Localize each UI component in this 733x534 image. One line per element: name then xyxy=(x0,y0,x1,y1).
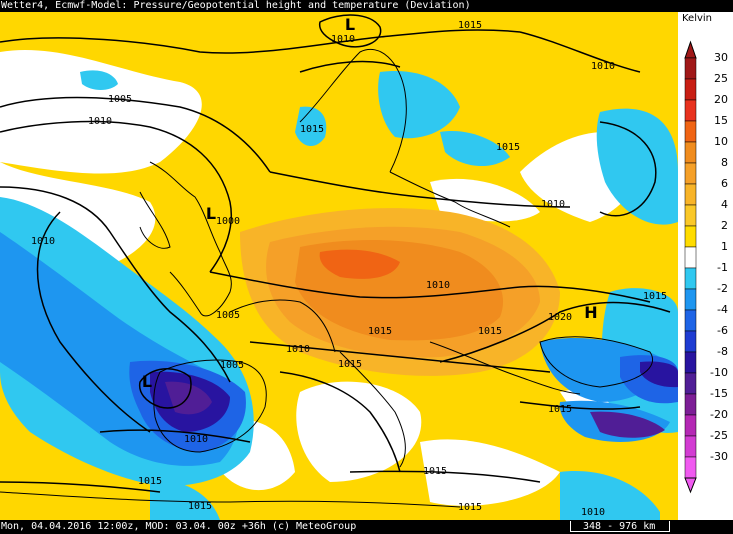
legend-tick-label: 15 xyxy=(714,114,728,127)
legend-swatch xyxy=(684,267,697,290)
isobar-label: 1010 xyxy=(286,344,310,355)
legend-tick-label: 1 xyxy=(721,240,728,253)
isobar-label: 1015 xyxy=(496,142,520,153)
legend-tick-label: -2 xyxy=(717,282,728,295)
scale-label: 348 - 976 km xyxy=(583,521,656,532)
legend-swatch xyxy=(684,78,697,101)
isobar-label: 1010 xyxy=(426,280,450,291)
legend-swatch xyxy=(684,141,697,164)
legend-tick-label: -6 xyxy=(717,324,728,337)
legend-tick-label: -8 xyxy=(717,345,728,358)
legend-swatch xyxy=(684,456,697,479)
isobar-label: 1010 xyxy=(88,116,112,127)
legend-tick-label: 10 xyxy=(714,135,728,148)
legend-arrow-top xyxy=(684,40,697,59)
legend-swatch xyxy=(684,120,697,143)
legend-swatch xyxy=(684,162,697,185)
legend-tick-label: -1 xyxy=(717,261,728,274)
isobar-label: 1020 xyxy=(548,312,572,323)
isobar-label: 1005 xyxy=(108,94,132,105)
warm-anomaly-central xyxy=(240,208,560,376)
legend-swatch xyxy=(684,246,697,269)
isobar-labels: 1015 1010 1010 1005 1010 1015 1015 1010 1000 1010… xyxy=(31,20,667,518)
run-info: Mon, 04.04.2016 12:00z, MOD: 03.04. 00z … xyxy=(1,521,357,532)
isobar-label: 1015 xyxy=(458,20,482,31)
low-pressure-center: L xyxy=(206,204,216,223)
legend-swatch xyxy=(684,393,697,416)
legend-arrow-bottom xyxy=(684,477,697,494)
legend-tick-label: -10 xyxy=(710,366,728,379)
scale-bar xyxy=(570,521,670,532)
legend-tick-label: 25 xyxy=(714,72,728,85)
isobar-label: 1015 xyxy=(138,476,162,487)
isobar-label: 1015 xyxy=(188,501,212,512)
legend-tick-label: 8 xyxy=(721,156,728,169)
legend-swatch xyxy=(684,183,697,206)
isobar-label: 1005 xyxy=(216,310,240,321)
weather-map[interactable]: 1015 1010 1010 1005 1010 1015 1015 1010 1000 1010… xyxy=(0,12,678,520)
legend-swatch xyxy=(684,57,697,80)
legend-tick-label: 20 xyxy=(714,93,728,106)
legend-tick-label: 4 xyxy=(721,198,728,211)
map-title: Wetter4, Ecmwf-Model: Pressure/Geopotent… xyxy=(0,0,733,12)
isobar-label: 1000 xyxy=(216,216,240,227)
isobar-label: 1015 xyxy=(300,124,324,135)
legend-swatch xyxy=(684,414,697,437)
footer-bar: Mon, 04.04.2016 12:00z, MOD: 03.04. 00z … xyxy=(0,520,733,534)
legend-swatch xyxy=(684,288,697,311)
isobars xyxy=(0,14,671,493)
low-pressure-center: L xyxy=(345,15,355,34)
isobar-label: 1010 xyxy=(591,61,615,72)
isobar-label: 1015 xyxy=(643,291,667,302)
low-pressure-center: L xyxy=(142,372,152,391)
high-pressure-center: H xyxy=(584,303,597,322)
isobar-label: 1015 xyxy=(548,404,572,415)
coastlines xyxy=(0,48,653,508)
color-legend: 30 25 20 15 10 8 6 4 2 1 -1 -2 -4 -6 -8 -10 -15 -20 -25 -30… xyxy=(678,12,733,520)
legend-tick-label: 6 xyxy=(721,177,728,190)
isobar-label: 1005 xyxy=(220,360,244,371)
legend-swatch xyxy=(684,204,697,227)
cold-anomaly-atlantic xyxy=(0,197,254,486)
isobar-label: 1010 xyxy=(581,507,605,518)
legend-swatch xyxy=(684,351,697,374)
pressure-centers: L L L H xyxy=(142,15,598,391)
isobar-label: 1015 xyxy=(423,466,447,477)
isobar-label: 1010 xyxy=(331,34,355,45)
isobar-label: 1015 xyxy=(478,326,502,337)
legend-swatch xyxy=(684,309,697,332)
legend-tick-label: 2 xyxy=(721,219,728,232)
legend-tick-label: -15 xyxy=(710,387,728,400)
legend-swatch xyxy=(684,372,697,395)
legend-unit-label: Kelvin xyxy=(682,13,713,24)
legend-tick-label: -30 xyxy=(710,450,728,463)
legend-swatch xyxy=(684,99,697,122)
legend-swatch xyxy=(684,435,697,458)
isobar-label: 1015 xyxy=(458,502,482,513)
legend-swatch xyxy=(684,225,697,248)
isobar-label: 1015 xyxy=(338,359,362,370)
isobar-label: 1015 xyxy=(368,326,392,337)
legend-tick-label: 30 xyxy=(714,51,728,64)
isobar-label: 1010 xyxy=(31,236,55,247)
legend-tick-label: -20 xyxy=(710,408,728,421)
legend-tick-label: -25 xyxy=(710,429,728,442)
isobar-label: 1010 xyxy=(541,199,565,210)
isobar-label: 1010 xyxy=(184,434,208,445)
legend-tick-label: -4 xyxy=(717,303,728,316)
legend-swatch xyxy=(684,330,697,353)
cold-anomaly-east xyxy=(540,337,678,442)
